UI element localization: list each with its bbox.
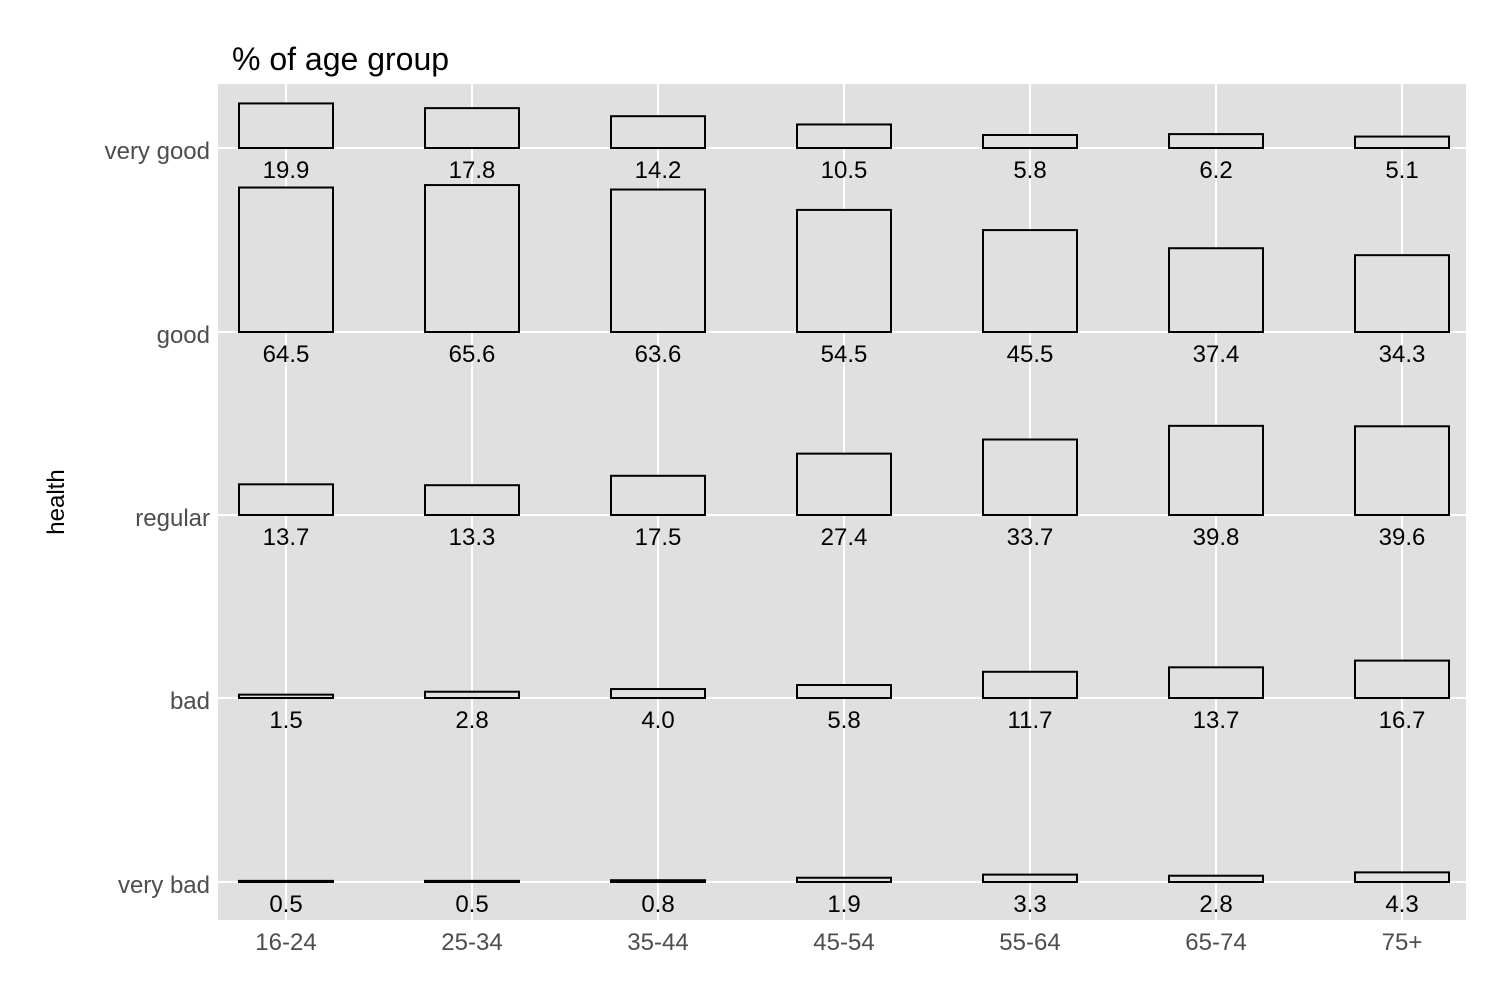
- value-label: 2.8: [455, 707, 488, 734]
- value-label: 1.9: [827, 891, 860, 918]
- y-tick-label: good: [157, 322, 210, 349]
- bar-very-good-55-64: [982, 134, 1078, 149]
- y-tick-label: bad: [170, 688, 210, 715]
- value-label: 64.5: [263, 341, 310, 368]
- value-label: 45.5: [1007, 341, 1054, 368]
- value-label: 34.3: [1379, 341, 1426, 368]
- value-label: 11.7: [1008, 707, 1053, 734]
- bar-very-good-16-24: [238, 102, 334, 150]
- bar-regular-16-24: [238, 483, 334, 517]
- bar-good-45-54: [796, 208, 892, 333]
- bar-very-bad-45-54: [796, 876, 892, 884]
- value-label: 5.8: [1013, 157, 1046, 184]
- bar-bad-45-54: [796, 684, 892, 699]
- bar-regular-55-64: [982, 438, 1078, 516]
- x-tick-label: 75+: [1382, 929, 1423, 956]
- value-label: 54.5: [821, 341, 868, 368]
- value-label: 39.8: [1193, 524, 1240, 551]
- bar-bad-16-24: [238, 693, 334, 700]
- bar-regular-35-44: [610, 474, 706, 516]
- y-tick-label: very good: [105, 138, 210, 165]
- value-label: 0.5: [455, 891, 488, 918]
- value-label: 6.2: [1199, 157, 1232, 184]
- bar-bad-75+: [1354, 659, 1450, 699]
- bar-very-good-25-34: [424, 107, 520, 149]
- bar-very-bad-16-24: [238, 879, 334, 884]
- value-label: 17.5: [635, 524, 682, 551]
- value-label: 10.5: [821, 157, 868, 184]
- bar-very-bad-65-74: [1168, 874, 1264, 884]
- x-tick-label: 55-64: [999, 929, 1060, 956]
- bar-bad-35-44: [610, 688, 706, 699]
- bar-bad-65-74: [1168, 666, 1264, 700]
- x-tick-label: 25-34: [441, 929, 502, 956]
- value-label: 39.6: [1379, 524, 1426, 551]
- bar-very-bad-75+: [1354, 871, 1450, 883]
- value-label: 13.7: [263, 524, 310, 551]
- value-label: 19.9: [263, 157, 310, 184]
- value-label: 14.2: [635, 157, 682, 184]
- value-label: 33.7: [1007, 524, 1054, 551]
- value-label: 37.4: [1193, 341, 1240, 368]
- bar-good-25-34: [424, 184, 520, 333]
- y-tick-label: regular: [135, 505, 210, 532]
- x-tick-label: 16-24: [255, 929, 316, 956]
- value-label: 2.8: [1199, 891, 1232, 918]
- bar-good-65-74: [1168, 247, 1264, 333]
- bar-very-bad-55-64: [982, 873, 1078, 883]
- bar-regular-25-34: [424, 484, 520, 517]
- value-label: 65.6: [449, 341, 496, 368]
- value-label: 63.6: [635, 341, 682, 368]
- bar-regular-65-74: [1168, 424, 1264, 516]
- value-label: 13.7: [1193, 707, 1240, 734]
- y-tick-label: very bad: [118, 872, 210, 899]
- value-label: 27.4: [821, 524, 868, 551]
- bar-bad-55-64: [982, 670, 1078, 699]
- bar-regular-75+: [1354, 425, 1450, 516]
- bar-very-bad-35-44: [610, 879, 706, 884]
- bar-very-good-35-44: [610, 115, 706, 150]
- chart-title: % of age group: [232, 41, 449, 77]
- bar-bad-25-34: [424, 690, 520, 700]
- bar-good-35-44: [610, 188, 706, 333]
- value-label: 4.0: [641, 707, 674, 734]
- x-tick-label: 45-54: [813, 929, 874, 956]
- x-tick-label: 65-74: [1185, 929, 1246, 956]
- value-label: 0.8: [641, 891, 674, 918]
- bar-very-bad-25-34: [424, 879, 520, 884]
- value-label: 5.1: [1385, 157, 1418, 184]
- bar-very-good-75+: [1354, 135, 1450, 150]
- value-label: 0.5: [269, 891, 302, 918]
- value-label: 5.8: [827, 707, 860, 734]
- bars: [238, 102, 1450, 884]
- value-label: 17.8: [449, 157, 496, 184]
- value-labels: 19.9 17.8 14.2 10.5 5.8 6.2 5.1 64.5 65.6 63.6 54.…: [263, 157, 1426, 918]
- bar-very-good-45-54: [796, 123, 892, 150]
- value-label: 1.5: [269, 707, 302, 734]
- y-axis-ticks: very good good regular bad very bad: [105, 138, 210, 899]
- value-label: 3.3: [1013, 891, 1046, 918]
- bar-good-55-64: [982, 229, 1078, 333]
- bar-good-16-24: [238, 186, 334, 333]
- value-label: 4.3: [1385, 891, 1418, 918]
- y-axis-label: health: [43, 469, 70, 534]
- bar-good-75+: [1354, 254, 1450, 333]
- value-label: 16.7: [1379, 707, 1426, 734]
- value-label: 13.3: [449, 524, 496, 551]
- x-axis-ticks: 16-24 25-34 35-44 45-54 55-64 65-74 75+: [255, 929, 1422, 956]
- bar-very-good-65-74: [1168, 133, 1264, 149]
- bar-regular-45-54: [796, 452, 892, 516]
- x-tick-label: 35-44: [627, 929, 688, 956]
